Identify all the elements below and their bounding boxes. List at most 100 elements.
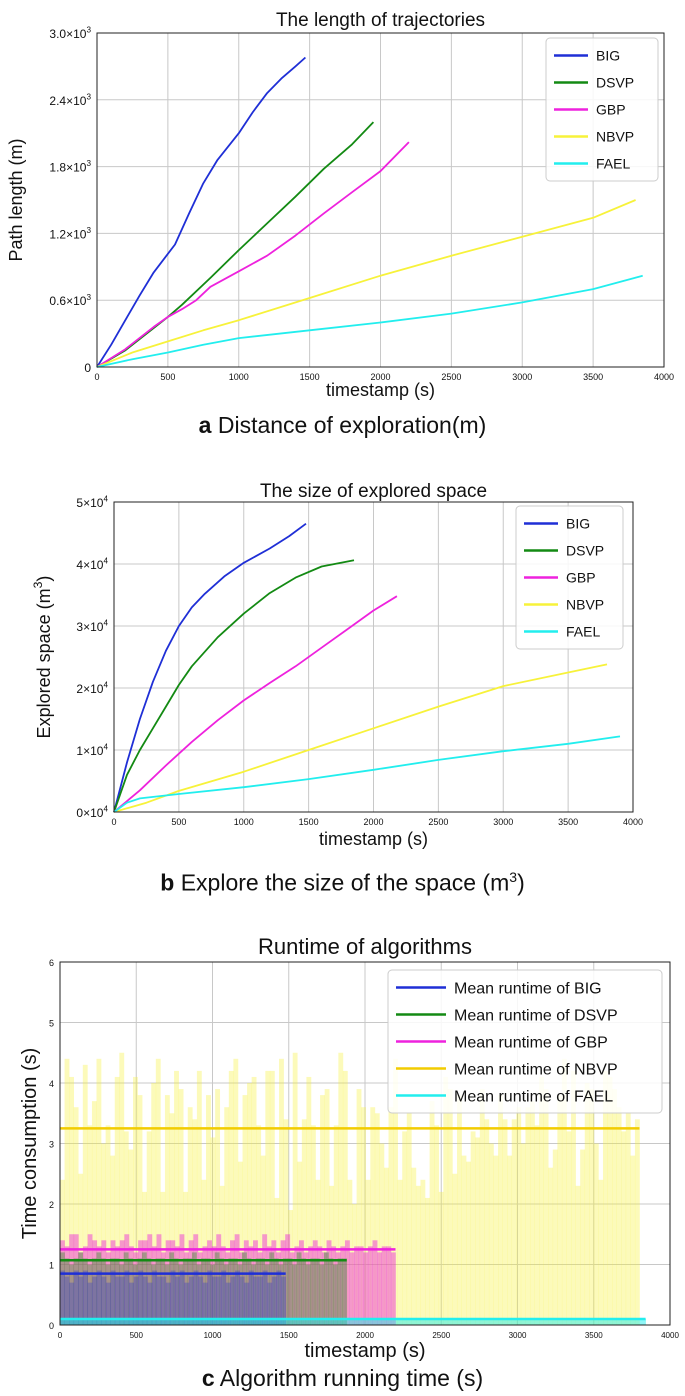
bar-nbvp bbox=[169, 1113, 175, 1325]
bar-gbp bbox=[119, 1240, 125, 1325]
chart-title: The length of trajectories bbox=[276, 10, 485, 31]
bar-big bbox=[161, 1276, 167, 1325]
bar-nbvp bbox=[310, 1125, 316, 1325]
bar-dsvp bbox=[232, 1258, 238, 1325]
bar-dsvp bbox=[82, 1258, 88, 1325]
chart-path-length: 0 500 1000 1500 2000 2500 3000 3500 4000 0 0.6×103… bbox=[6, 10, 674, 400]
bar-gbp bbox=[216, 1234, 222, 1325]
bar-dsvp bbox=[273, 1258, 279, 1325]
bar-nbvp bbox=[187, 1107, 193, 1325]
bar-big bbox=[179, 1270, 185, 1325]
bar-dsvp bbox=[210, 1264, 216, 1325]
bar-fael bbox=[60, 1318, 646, 1325]
bar-nbvp bbox=[493, 1155, 499, 1325]
y-tick-label: 1.2×103 bbox=[49, 226, 91, 241]
bar-gbp bbox=[73, 1234, 79, 1325]
series-line-dsvp bbox=[113, 559, 355, 813]
x-tick-label: 2500 bbox=[428, 817, 448, 827]
bar-nbvp bbox=[625, 1113, 631, 1325]
bar-dsvp bbox=[214, 1252, 220, 1325]
bar-dsvp bbox=[287, 1258, 293, 1325]
bar-gbp bbox=[60, 1240, 65, 1325]
bar-nbvp bbox=[630, 1155, 636, 1325]
bar-nbvp bbox=[584, 1083, 590, 1325]
bar-nbvp bbox=[589, 1089, 595, 1325]
bar-nbvp bbox=[69, 1076, 74, 1325]
bar-gbp bbox=[92, 1240, 98, 1325]
bar-nbvp bbox=[415, 1185, 421, 1325]
bar-dsvp bbox=[164, 1264, 170, 1325]
bar-dsvp bbox=[191, 1252, 197, 1325]
bar-nbvp bbox=[269, 1070, 275, 1325]
x-tick-label: 3500 bbox=[583, 372, 603, 382]
bar-gbp bbox=[225, 1252, 231, 1325]
bar-nbvp bbox=[251, 1076, 257, 1325]
bar-big bbox=[73, 1270, 79, 1325]
bar-nbvp bbox=[196, 1070, 202, 1325]
bar-nbvp bbox=[297, 1161, 303, 1325]
bar-nbvp bbox=[206, 1095, 211, 1325]
bar-nbvp bbox=[402, 1131, 408, 1325]
bar-dsvp bbox=[251, 1264, 256, 1325]
bar-nbvp bbox=[233, 1058, 239, 1325]
bar-nbvp bbox=[488, 1143, 494, 1325]
caption-b: b Explore the size of the space (m3) bbox=[0, 869, 685, 897]
bar-big bbox=[267, 1282, 273, 1325]
bar-gbp bbox=[174, 1246, 180, 1325]
bar-nbvp bbox=[561, 1058, 567, 1325]
bar-nbvp bbox=[534, 1125, 540, 1325]
bar-dsvp bbox=[128, 1258, 134, 1325]
series-line-big bbox=[113, 522, 307, 813]
x-tick-label: 1500 bbox=[280, 1331, 298, 1340]
y-tick-label: 0 bbox=[49, 1321, 54, 1331]
x-tick-label: 500 bbox=[171, 817, 186, 827]
bar-nbvp bbox=[91, 1101, 97, 1325]
y-tick-label: 2 bbox=[49, 1200, 54, 1210]
bar-dsvp bbox=[228, 1258, 234, 1325]
y-tick-label: 2.4×103 bbox=[49, 92, 91, 107]
bar-nbvp bbox=[557, 1095, 563, 1325]
bar-gbp bbox=[151, 1246, 157, 1325]
bar-big bbox=[276, 1270, 282, 1325]
caption-c: c Algorithm running time (s) bbox=[0, 1365, 685, 1392]
bar-nbvp bbox=[379, 1143, 385, 1325]
caption-b-sup: 3 bbox=[509, 869, 518, 885]
y-tick-label: 3 bbox=[49, 1140, 54, 1150]
bar-dsvp bbox=[219, 1258, 225, 1325]
bar-gbp bbox=[312, 1240, 318, 1325]
bar-big bbox=[221, 1270, 227, 1325]
bar-nbvp bbox=[60, 1179, 65, 1325]
bar-big bbox=[147, 1282, 153, 1325]
bar-nbvp bbox=[215, 1089, 221, 1325]
bar-nbvp bbox=[242, 1095, 248, 1325]
bar-gbp bbox=[317, 1246, 323, 1325]
bar-nbvp bbox=[342, 1070, 348, 1325]
bar-nbvp bbox=[133, 1076, 138, 1325]
bar-gbp bbox=[133, 1252, 139, 1325]
bar-gbp bbox=[367, 1246, 373, 1325]
bar-nbvp bbox=[525, 1107, 531, 1325]
bar-gbp bbox=[257, 1252, 263, 1325]
y-tick-label: 0 bbox=[84, 361, 91, 375]
bar-nbvp bbox=[292, 1052, 298, 1325]
bar-nbvp bbox=[174, 1070, 179, 1325]
bar-gbp bbox=[243, 1240, 249, 1325]
bar-gbp bbox=[207, 1240, 212, 1325]
bar-dsvp bbox=[114, 1258, 120, 1325]
bar-big bbox=[110, 1270, 116, 1325]
bar-dsvp bbox=[182, 1258, 188, 1325]
bar-dsvp bbox=[260, 1258, 266, 1325]
bar-nbvp bbox=[593, 1143, 599, 1325]
legend-label: BIG bbox=[596, 48, 620, 64]
bar-gbp bbox=[276, 1252, 281, 1325]
bar-gbp bbox=[294, 1246, 300, 1325]
bar-nbvp bbox=[365, 1179, 371, 1325]
bar-nbvp bbox=[516, 1107, 522, 1325]
x-tick-label: 3000 bbox=[512, 372, 532, 382]
bar-dsvp bbox=[319, 1264, 325, 1325]
bar-dsvp bbox=[333, 1264, 338, 1325]
bar-gbp bbox=[266, 1246, 272, 1325]
bar-gbp bbox=[220, 1246, 226, 1325]
bar-nbvp bbox=[406, 1113, 412, 1325]
bar-gbp bbox=[78, 1252, 84, 1325]
